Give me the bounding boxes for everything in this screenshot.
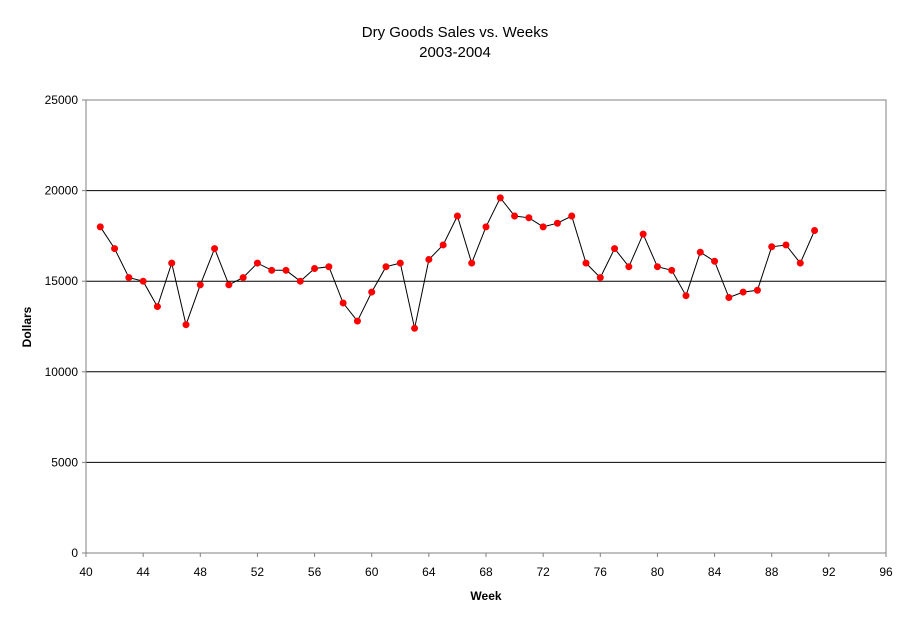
data-series bbox=[96, 194, 819, 332]
plot-area-border bbox=[85, 99, 887, 554]
data-point bbox=[725, 294, 733, 302]
data-point bbox=[311, 265, 319, 273]
data-point bbox=[96, 223, 104, 231]
data-point bbox=[368, 288, 376, 296]
data-point bbox=[111, 245, 119, 253]
y-tick-label: 20000 bbox=[45, 184, 79, 198]
data-point bbox=[768, 243, 776, 251]
chart-title: Dry Goods Sales vs. Weeks bbox=[362, 24, 548, 41]
data-point bbox=[482, 223, 490, 231]
data-point bbox=[668, 266, 676, 274]
data-point bbox=[782, 241, 790, 249]
data-point bbox=[653, 263, 661, 271]
x-tick-label: 48 bbox=[194, 565, 208, 579]
gridlines bbox=[86, 190, 886, 463]
x-tick-label: 92 bbox=[822, 565, 836, 579]
y-tick-label: 5000 bbox=[51, 455, 78, 469]
y-axis-label: Dollars bbox=[20, 306, 34, 347]
x-tick-label: 76 bbox=[594, 565, 608, 579]
data-point bbox=[639, 230, 647, 238]
data-point bbox=[168, 259, 176, 267]
x-tick-label: 60 bbox=[365, 565, 379, 579]
data-point bbox=[425, 255, 433, 263]
data-point bbox=[253, 259, 261, 267]
data-point bbox=[139, 277, 147, 285]
data-point bbox=[711, 257, 719, 265]
data-point bbox=[268, 266, 276, 274]
data-point bbox=[453, 212, 461, 220]
data-point bbox=[296, 277, 304, 285]
data-point bbox=[468, 259, 476, 267]
data-point bbox=[625, 263, 633, 271]
data-point bbox=[439, 241, 447, 249]
y-tick-label: 0 bbox=[71, 546, 78, 560]
data-point bbox=[496, 194, 504, 202]
y-tick-label: 25000 bbox=[45, 93, 79, 107]
x-tick-label: 80 bbox=[651, 565, 665, 579]
data-point bbox=[539, 223, 547, 231]
x-tick-label: 44 bbox=[136, 565, 150, 579]
data-point bbox=[182, 321, 190, 329]
data-point bbox=[282, 266, 290, 274]
data-point bbox=[739, 288, 747, 296]
chart-subtitle: 2003-2004 bbox=[419, 44, 491, 61]
x-tick-label: 64 bbox=[422, 565, 436, 579]
data-point bbox=[596, 274, 604, 282]
data-point bbox=[553, 219, 561, 227]
x-tick-label: 52 bbox=[251, 565, 265, 579]
x-tick-label: 72 bbox=[536, 565, 550, 579]
data-point bbox=[411, 324, 419, 332]
data-point bbox=[353, 317, 361, 325]
data-point bbox=[611, 245, 619, 253]
x-tick-label: 40 bbox=[79, 565, 93, 579]
data-point bbox=[125, 274, 133, 282]
data-point bbox=[568, 212, 576, 220]
y-tick-label: 10000 bbox=[45, 365, 79, 379]
data-point bbox=[196, 281, 204, 289]
x-tick-label: 68 bbox=[479, 565, 493, 579]
data-point bbox=[325, 263, 333, 271]
data-point bbox=[153, 303, 161, 311]
x-axis-label: Week bbox=[470, 589, 501, 603]
data-point bbox=[211, 245, 219, 253]
data-point bbox=[796, 259, 804, 267]
data-point bbox=[382, 263, 390, 271]
data-point bbox=[753, 286, 761, 294]
data-point bbox=[582, 259, 590, 267]
data-point bbox=[511, 212, 519, 220]
x-tick-label: 88 bbox=[765, 565, 779, 579]
x-tick-label: 84 bbox=[708, 565, 722, 579]
data-point bbox=[525, 214, 533, 222]
data-point bbox=[239, 274, 247, 282]
data-point bbox=[811, 226, 819, 234]
x-tick-label: 96 bbox=[879, 565, 893, 579]
data-point bbox=[396, 259, 404, 267]
data-point bbox=[339, 299, 347, 307]
x-tick-label: 56 bbox=[308, 565, 322, 579]
axes: 0 5000 10000 15000 20000 25000 40 44 48 52 56 60 64 6… bbox=[45, 93, 893, 579]
y-tick-label: 15000 bbox=[45, 274, 79, 288]
data-point bbox=[225, 281, 233, 289]
data-point bbox=[682, 292, 690, 300]
data-point bbox=[696, 248, 704, 256]
